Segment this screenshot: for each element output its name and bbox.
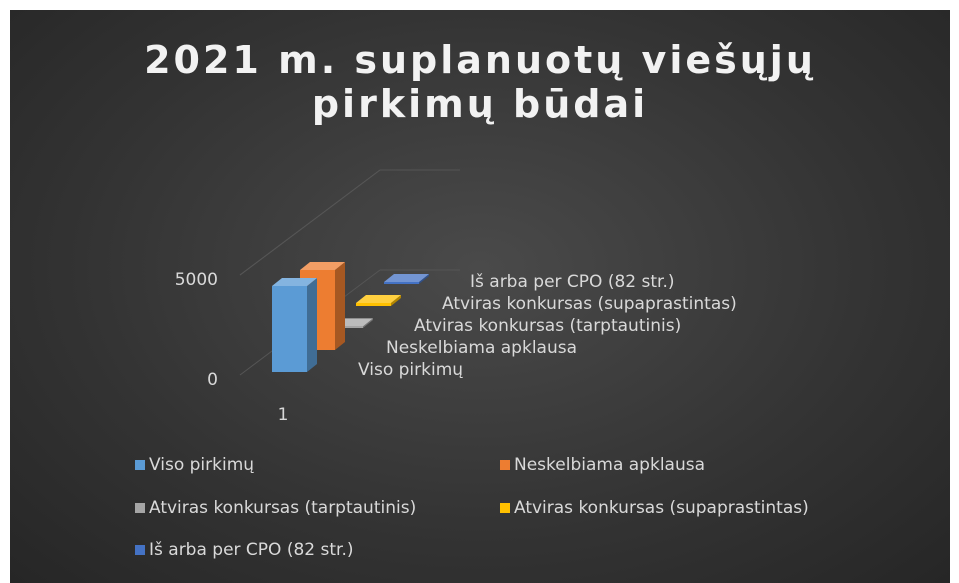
series-axis-label: Atviras konkursas (tarptautinis) xyxy=(414,316,681,336)
chart-background xyxy=(10,10,950,583)
bar-side xyxy=(307,278,317,372)
bar-top xyxy=(272,278,317,286)
bar xyxy=(328,326,363,328)
y-tick-label: 5000 xyxy=(175,270,218,290)
legend-label: Atviras konkursas (tarptautinis) xyxy=(149,498,416,518)
bar xyxy=(356,303,391,306)
legend-swatch xyxy=(135,545,145,555)
legend-swatch xyxy=(135,460,145,470)
series-axis-label: Atviras konkursas (supaprastintas) xyxy=(442,294,737,314)
series-axis-label: Neskelbiama apklausa xyxy=(386,338,577,358)
x-tick-label: 1 xyxy=(278,405,289,425)
series-axis-label: Iš arba per CPO (82 str.) xyxy=(470,272,675,292)
legend-label: Iš arba per CPO (82 str.) xyxy=(149,540,354,560)
bar-top xyxy=(300,262,345,270)
bar-side xyxy=(335,262,345,350)
legend-swatch xyxy=(135,503,145,513)
bar-side xyxy=(363,318,373,328)
bar xyxy=(384,282,419,284)
legend-label: Viso pirkimų xyxy=(149,455,254,475)
chart-title: 2021 m. suplanuotų viešųjų pirkimų būdai xyxy=(144,38,816,126)
bar xyxy=(272,286,307,372)
legend-label: Neskelbiama apklausa xyxy=(514,455,705,475)
grid-line xyxy=(239,169,381,276)
bar-top xyxy=(356,295,401,303)
legend-label: Atviras konkursas (supaprastintas) xyxy=(514,498,809,518)
y-tick-label: 0 xyxy=(207,370,218,390)
legend-swatch xyxy=(500,460,510,470)
bar-side xyxy=(391,295,401,306)
legend-swatch xyxy=(500,503,510,513)
series-axis-label: Viso pirkimų xyxy=(358,360,463,380)
bar-top xyxy=(384,274,429,282)
bar-side xyxy=(419,274,429,284)
